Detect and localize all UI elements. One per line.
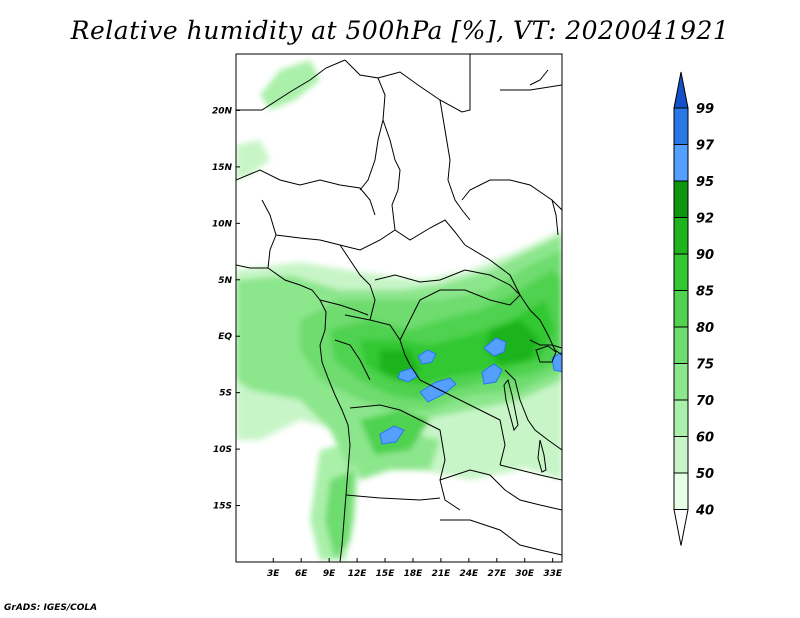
map-title: Relative humidity at 500hPa [%], VT: 202… [70, 16, 730, 45]
x-tick-label: 21E [432, 569, 452, 579]
colorbar-level-label: 60 [696, 431, 714, 446]
colorbar-level-label: 75 [696, 358, 714, 373]
humidity-field [236, 54, 562, 562]
colorbar: 40 50 60 70 75 80 85 90 92 95 97 99 [673, 71, 715, 546]
colorbar-level-label: 90 [696, 248, 714, 263]
colorbar-segment [673, 472, 689, 510]
colorbar-segment [673, 71, 689, 109]
colorbar-segment [673, 144, 689, 182]
y-tick-label: 10N [212, 219, 233, 229]
colorbar-level-label: 80 [696, 321, 714, 336]
x-tick-label: 18E [404, 569, 424, 579]
y-tick-label: 20N [212, 106, 233, 116]
x-tick-label: 3E [267, 569, 280, 579]
x-tick-label: 30E [515, 569, 535, 579]
saturated-patches [379, 337, 562, 445]
axis-ticks: 3E 6E 9E 12E 15E 18E 21E 24E 27E 30E 33E 20N 15N 10N 5… [212, 106, 563, 579]
x-tick-label: 15E [376, 569, 396, 579]
x-tick-label: 9E [323, 569, 336, 579]
grads-credit: GrADS: IGES/COLA [4, 603, 98, 613]
colorbar-segment [673, 436, 689, 474]
colorbar-level-label: 95 [696, 175, 714, 190]
colorbar-segment [673, 217, 689, 255]
country-borders [236, 54, 562, 562]
x-tick-label: 12E [348, 569, 368, 579]
colorbar-segment [673, 399, 689, 437]
colorbar-segment [673, 326, 689, 364]
y-tick-label: EQ [218, 332, 232, 342]
colorbar-segment [673, 107, 689, 145]
colorbar-level-label: 70 [696, 394, 714, 409]
colorbar-segment [673, 180, 689, 218]
map-frame [235, 53, 563, 563]
y-tick-label: 15N [212, 163, 233, 173]
colorbar-level-label: 50 [696, 467, 714, 482]
colorbar-segment [673, 363, 689, 401]
colorbar-segment [673, 509, 689, 546]
colorbar-level-label: 99 [696, 102, 714, 117]
y-tick-label: 5S [219, 389, 232, 399]
y-tick-label: 5N [218, 276, 232, 286]
colorbar-level-label: 40 [695, 504, 714, 519]
colorbar-level-label: 85 [696, 285, 714, 300]
colorbar-level-label: 97 [696, 139, 715, 154]
colorbar-level-label: 92 [696, 212, 714, 227]
x-tick-label: 6E [295, 569, 308, 579]
colorbar-segment [673, 253, 689, 291]
y-tick-label: 15S [213, 502, 232, 512]
colorbar-segment [673, 290, 689, 328]
x-tick-label: 27E [487, 569, 507, 579]
x-tick-label: 33E [543, 569, 563, 579]
y-tick-label: 10S [213, 445, 232, 455]
x-tick-label: 24E [460, 569, 480, 579]
